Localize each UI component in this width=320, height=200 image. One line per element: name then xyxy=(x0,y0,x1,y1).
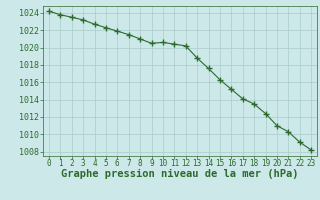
X-axis label: Graphe pression niveau de la mer (hPa): Graphe pression niveau de la mer (hPa) xyxy=(61,169,299,179)
